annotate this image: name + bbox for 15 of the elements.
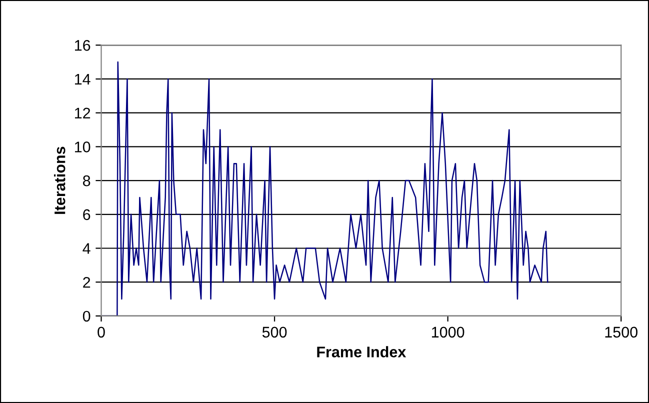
y-tick-label: 4 (82, 243, 90, 254)
x-tick-label: 500 (262, 326, 287, 338)
y-tick-label: 10 (75, 142, 90, 152)
y-tick-label: 2 (83, 276, 90, 288)
y-tick-label: 12 (75, 108, 90, 118)
y-tick-label: 0 (82, 310, 90, 322)
y-tick-label: 16 (75, 40, 90, 51)
y-tick-label: 14 (75, 74, 90, 85)
x-tick-label: 1000 (432, 326, 464, 338)
y-axis-title: Iterations (54, 146, 66, 214)
x-tick-label: 1500 (605, 326, 638, 338)
x-tick-label: 0 (98, 326, 105, 338)
x-axis-title: Frame Index (317, 346, 406, 358)
y-tick-label: 8 (82, 175, 90, 186)
y-tick-label: 6 (83, 209, 90, 220)
